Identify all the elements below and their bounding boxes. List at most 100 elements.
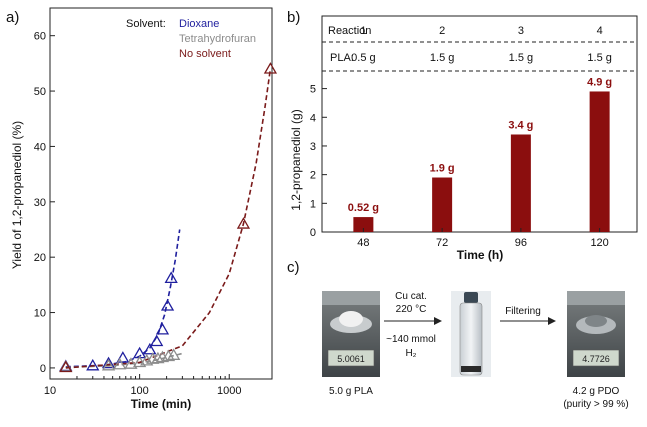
- x-tick-label: 72: [436, 237, 448, 249]
- panel-b-y-axis-label: 1,2-propanediol (g): [289, 109, 303, 210]
- point-thf: [124, 357, 138, 369]
- fit-line-thf: [65, 352, 183, 369]
- y-tick-label: 0: [310, 227, 316, 239]
- legend-title: Solvent:: [126, 18, 166, 30]
- bar-value-label: 1.9 g: [430, 163, 455, 175]
- y-tick-label: 60: [34, 31, 46, 43]
- point-thf: [167, 348, 181, 360]
- y-tick-label: 10: [34, 308, 46, 320]
- panel-a-y-axis-label: Yield of 1,2-propanediol (%): [10, 121, 24, 269]
- panel-b-x-axis-label: Time (h): [457, 248, 503, 262]
- start-pla-sample: [339, 311, 363, 327]
- bar-value-label: 4.9 g: [587, 76, 612, 88]
- bottle-body: [459, 302, 483, 376]
- panel-a-plot-frame: [49, 7, 273, 380]
- table-pla-amount: 1.5 g: [509, 52, 533, 64]
- panel-b-chart: b) Reaction PLA: 1 0.5 g 2 1.5 g 3 1.5 g 4 1.5 …: [287, 9, 638, 262]
- table-reaction-number: 3: [518, 25, 524, 37]
- y-tick-label: 0: [40, 363, 46, 375]
- panel-a-legend: Solvent: Dioxane Tetrahydrofuran No solv…: [126, 18, 256, 60]
- panel-b-label: b): [287, 9, 300, 26]
- table-pla-amount: 0.5 g: [351, 52, 375, 64]
- start-display-reading: 5.0061: [337, 354, 365, 364]
- bar-96h: [510, 134, 531, 232]
- table-reaction-number: 4: [597, 25, 603, 37]
- point-no-solvent: [263, 62, 278, 74]
- point-dioxane: [164, 271, 178, 283]
- y-tick-label: 1: [310, 198, 316, 210]
- panel-c-process: c) 5.0061 5.0 g PLA Cu cat. 220 °C ~140 …: [287, 259, 629, 410]
- panel-a-fit-lines: [65, 68, 272, 369]
- panel-b-y-axis: 0 1 2 3 4 5: [310, 84, 327, 239]
- end-pdo-sample: [585, 315, 607, 327]
- start-balance-photo: 5.0061 5.0 g PLA: [322, 291, 380, 397]
- bar-72h: [432, 177, 453, 232]
- bar-value-label: 0.52 g: [348, 202, 379, 214]
- y-tick-label: 4: [310, 112, 316, 124]
- fit-line-no-solvent: [65, 68, 272, 369]
- x-tick-label: 120: [590, 237, 608, 249]
- legend-no-solvent: No solvent: [179, 48, 231, 60]
- start-caption: 5.0 g PLA: [329, 386, 373, 397]
- point-dioxane: [155, 322, 170, 335]
- end-balance-display: [572, 349, 620, 367]
- table-reaction-label: Reaction: [328, 25, 371, 37]
- x-tick-label: 96: [515, 237, 527, 249]
- point-dioxane: [116, 351, 130, 363]
- y-tick-label: 2: [310, 170, 316, 182]
- end-caption-purity: (purity > 99 %): [563, 399, 628, 410]
- product-bottle-photo: [451, 291, 491, 377]
- point-thf: [161, 349, 176, 362]
- point-no-solvent: [59, 360, 73, 373]
- panel-a-x-axis: 10 100 1000: [44, 374, 241, 397]
- table-pla-amount: 1.5 g: [430, 52, 454, 64]
- fit-line-dioxane: [65, 229, 181, 368]
- x-tick-label: 1000: [217, 385, 241, 397]
- panel-a-chart: a) 0 10 20 30 40 50 60 10 100 1000 Time (min) Yi…: [6, 7, 278, 411]
- end-display-reading: 4.7726: [582, 354, 610, 364]
- point-dioxane: [150, 334, 164, 347]
- y-tick-label: 20: [34, 252, 46, 264]
- step2-filtering: Filtering: [505, 306, 541, 317]
- point-dioxane: [160, 299, 175, 311]
- panel-b-x-axis: 48 72 96 120: [357, 228, 609, 249]
- end-balance-photo: 4.7726 4.2 g PDO (purity > 99 %): [563, 291, 629, 410]
- cond-catalyst: Cu cat.: [395, 291, 427, 302]
- panel-a-data-points: [59, 62, 278, 373]
- bar-48h: [353, 217, 374, 232]
- table-pla-label: PLA:: [330, 52, 354, 64]
- y-tick-label: 3: [310, 141, 316, 153]
- y-tick-label: 50: [34, 86, 46, 98]
- y-tick-label: 5: [310, 84, 316, 96]
- table-reaction-number: 2: [439, 25, 445, 37]
- end-caption-amount: 4.2 g PDO: [573, 386, 620, 397]
- y-tick-label: 30: [34, 197, 46, 209]
- panel-a-label: a): [6, 9, 19, 26]
- bar-120h: [589, 91, 610, 232]
- cond-hydrogen: H₂: [405, 348, 416, 359]
- panel-c-label: c): [287, 259, 300, 276]
- legend-tetrahydrofuran: Tetrahydrofuran: [179, 33, 256, 45]
- table-reaction-number: 1: [360, 25, 366, 37]
- point-dioxane: [101, 356, 116, 369]
- cond-temperature: 220 °C: [396, 304, 427, 315]
- x-tick-label: 100: [130, 385, 148, 397]
- point-no-solvent: [236, 217, 251, 229]
- x-tick-label: 48: [357, 237, 369, 249]
- bottle-cap: [464, 292, 478, 303]
- cond-hydrogen-amount: ~140 mmol: [386, 334, 436, 345]
- point-dioxane: [86, 358, 100, 371]
- legend-dioxane: Dioxane: [179, 18, 219, 30]
- table-pla-amount: 1.5 g: [587, 52, 611, 64]
- panel-b-table: 1 0.5 g 2 1.5 g 3 1.5 g 4 1.5 g: [351, 25, 612, 64]
- point-thf: [101, 358, 116, 371]
- panel-b-frame: [321, 15, 638, 233]
- point-thf: [113, 357, 127, 370]
- panel-a-y-axis: 0 10 20 30 40 50 60: [34, 31, 55, 375]
- panel-a-x-axis-label: Time (min): [131, 397, 191, 411]
- point-dioxane: [143, 342, 157, 355]
- x-tick-label: 10: [44, 385, 56, 397]
- start-balance-display: [327, 349, 375, 367]
- point-thf: [151, 351, 165, 364]
- y-tick-label: 40: [34, 141, 46, 153]
